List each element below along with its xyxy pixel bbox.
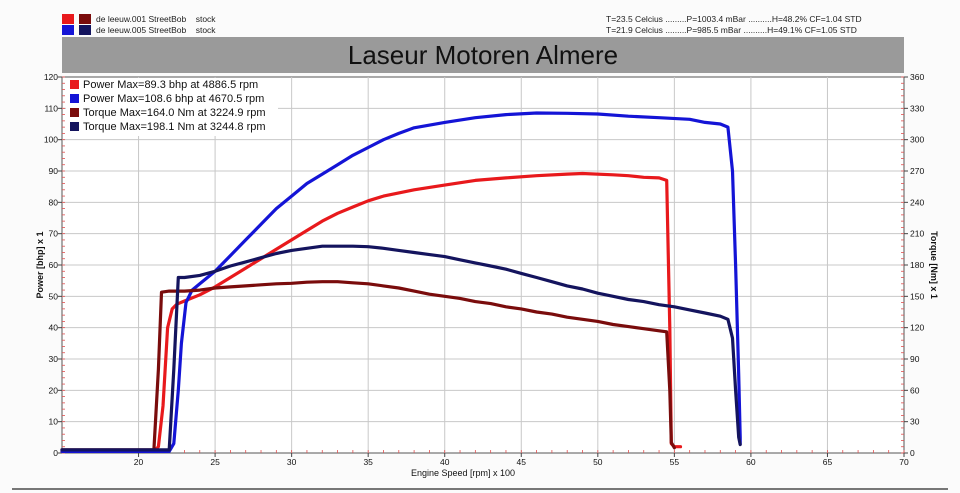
y-left-tick-label: 80 [49, 197, 59, 207]
run2-label: de leeuw.005 StreetBob stock [96, 25, 216, 35]
legend-item-torque-run2: Torque Max=198.1 Nm at 3244.8 rpm [70, 121, 266, 133]
y-axis-left-label: Power [bhp] x 1 [35, 231, 45, 298]
y-left-tick-label: 100 [44, 135, 58, 145]
y-right-tick-label: 270 [910, 166, 924, 176]
x-tick-label: 25 [210, 457, 220, 467]
legend-swatch [70, 80, 79, 89]
run1-mod: stock [195, 14, 216, 24]
x-tick-label: 45 [517, 457, 527, 467]
x-tick-label: 35 [363, 457, 373, 467]
run1-power-swatch [62, 14, 74, 24]
y-right-tick-label: 180 [910, 260, 924, 270]
run2-conditions: T=21.9 Celcius .........P=985.5 mBar ...… [606, 25, 857, 35]
y-right-tick-label: 300 [910, 135, 924, 145]
series-line-torque-4 [60, 244, 742, 452]
legend-item-torque-run1: Torque Max=164.0 Nm at 3224.9 rpm [70, 107, 266, 119]
series-lines [60, 111, 742, 453]
y-right-tick-label: 210 [910, 229, 924, 239]
bottom-divider [12, 488, 948, 490]
tick-labels: 0 10 20 30 40 50 60 70 80 90 100 110 120 0 30 60 90 120 15… [44, 72, 925, 467]
run1-torque-swatch [79, 14, 91, 24]
x-tick-label: 60 [746, 457, 756, 467]
y-left-tick-label: 10 [49, 417, 59, 427]
y-right-tick-label: 330 [910, 103, 924, 113]
y-left-tick-label: 90 [49, 166, 59, 176]
x-tick-label: 20 [134, 457, 144, 467]
legend-item-power-run2: Power Max=108.6 bhp at 4670.5 rpm [70, 93, 264, 105]
run2-torque-swatch [79, 25, 91, 35]
y-left-tick-label: 70 [49, 229, 59, 239]
y-left-tick-label: 120 [44, 72, 58, 82]
legend-item-power-run1: Power Max=89.3 bhp at 4886.5 rpm [70, 79, 258, 91]
y-left-tick-label: 30 [49, 354, 59, 364]
y-right-tick-label: 60 [910, 385, 920, 395]
x-axis-label: Engine Speed [rpm] x 100 [411, 468, 515, 478]
y-left-tick-label: 50 [49, 291, 59, 301]
legend-swatch [70, 108, 79, 117]
x-tick-label: 50 [593, 457, 603, 467]
y-right-tick-label: 90 [910, 354, 920, 364]
x-tick-label: 65 [823, 457, 833, 467]
run1-label: de leeuw.001 StreetBob stock [96, 14, 216, 24]
y-left-tick-label: 20 [49, 385, 59, 395]
title-bar: Laseur Motoren Almere [62, 37, 904, 73]
chart-title: Laseur Motoren Almere [347, 40, 619, 70]
y-right-tick-label: 0 [910, 448, 915, 458]
run2-mod: stock [195, 25, 216, 35]
y-left-tick-label: 60 [49, 260, 59, 270]
y-axis-right-label: Torque [Nm] x 1 [929, 231, 939, 299]
y-left-tick-label: 0 [53, 448, 58, 458]
x-tick-label: 55 [670, 457, 680, 467]
legend-swatch [70, 122, 79, 131]
run2-power-swatch [62, 25, 74, 35]
series-line-torque-3 [60, 280, 676, 452]
y-right-tick-label: 240 [910, 197, 924, 207]
x-tick-label: 30 [287, 457, 297, 467]
y-left-tick-label: 40 [49, 323, 59, 333]
series-line-power-2 [60, 111, 742, 453]
y-left-tick-label: 110 [44, 103, 58, 113]
x-tick-label: 70 [899, 457, 909, 467]
y-right-tick-label: 360 [910, 72, 924, 82]
y-right-tick-label: 30 [910, 417, 920, 427]
x-tick-label: 40 [440, 457, 450, 467]
run1-conditions: T=23.5 Celcius .........P=1003.4 mBar ..… [606, 14, 862, 24]
chart-legend: Power Max=89.3 bhp at 4886.5 rpm Power M… [66, 78, 278, 136]
y-right-tick-label: 150 [910, 291, 924, 301]
y-right-tick-label: 120 [910, 323, 924, 333]
legend-swatch [70, 94, 79, 103]
